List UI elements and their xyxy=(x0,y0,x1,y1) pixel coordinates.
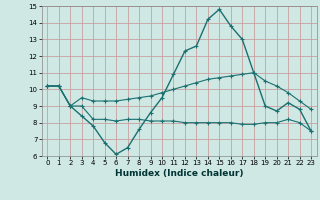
X-axis label: Humidex (Indice chaleur): Humidex (Indice chaleur) xyxy=(115,169,244,178)
